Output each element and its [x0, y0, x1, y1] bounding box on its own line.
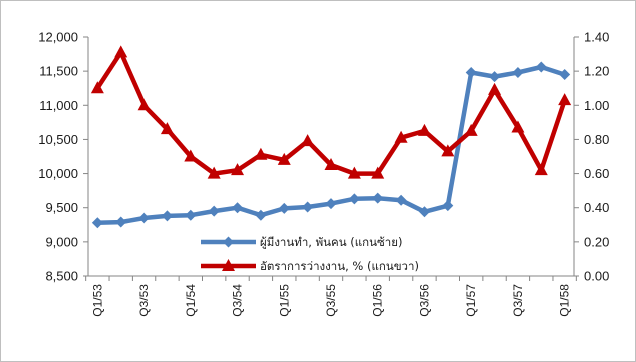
right-tick-label: 0.00 [584, 269, 609, 284]
series-2-point [231, 163, 245, 176]
series-1-point [138, 212, 150, 224]
right-axis-ticks: 0.00 0.20 0.40 0.60 0.80 1.00 1.20 1.40 [574, 30, 609, 284]
right-tick-label: 0.80 [584, 132, 609, 147]
x-axis-ticks: Q1/53 Q3/53 Q1/54 Q3/54 Q1/55 Q3/55 Q1/56 Q3/56… [85, 276, 577, 317]
series-1-point [512, 67, 524, 79]
left-tick-label: 9,000 [45, 234, 78, 249]
x-tick-label: Q3/55 [324, 284, 338, 317]
right-tick-label: 1.00 [584, 98, 609, 113]
right-tick-label: 1.40 [584, 30, 609, 45]
left-tick-label: 11,000 [39, 98, 78, 113]
series-1-point [372, 192, 384, 204]
left-tick-label: 9,500 [45, 200, 78, 215]
left-axis-ticks: 8,500 9,000 9,500 10,000 10,500 11,000 11,500 1… [38, 30, 88, 284]
left-tick-label: 10,000 [38, 166, 78, 181]
series-2-point [301, 134, 315, 147]
series-lines [90, 45, 572, 229]
left-tick-label: 10,500 [38, 132, 78, 147]
x-tick-label: Q1/55 [277, 284, 291, 317]
series-2-point [324, 158, 338, 171]
series-2-point [394, 130, 408, 143]
series-1-point [348, 193, 360, 205]
series-2-point [114, 45, 128, 58]
legend: ผู้มีงานทำ, พันคน (แกนซ้าย) อัตราการว่างง… [201, 235, 419, 273]
series-1-point [418, 206, 430, 218]
series-2-line [95, 50, 567, 176]
x-tick-label: Q1/54 [184, 284, 198, 317]
x-tick-label: Q1/53 [90, 284, 104, 317]
series-1-point [161, 210, 173, 222]
x-tick-label: Q3/56 [417, 284, 431, 317]
right-tick-label: 0.20 [584, 234, 609, 249]
series-1-point [208, 205, 220, 217]
series-2-point [347, 166, 361, 179]
series-2-point [90, 81, 104, 94]
series-1-point [232, 202, 244, 214]
series-2-point [184, 149, 198, 162]
x-tick-label: Q3/54 [231, 284, 245, 317]
series-1-point [91, 217, 103, 229]
legend-label: อัตราการว่างงาน, % (แกนขวา) [260, 259, 419, 273]
series-2-point [417, 123, 431, 136]
legend-swatch-marker [223, 236, 234, 248]
series-2-point [488, 82, 502, 95]
series-1-point [185, 209, 197, 221]
series-1-point [559, 69, 571, 81]
right-tick-label: 1.20 [584, 64, 609, 79]
series-1-point [465, 67, 477, 79]
legend-swatch-marker [222, 259, 235, 271]
series-2-point [441, 144, 455, 157]
series-1-point [442, 200, 454, 212]
series-1-point [302, 201, 314, 213]
left-tick-label: 12,000 [38, 30, 78, 45]
series-1-point [535, 61, 547, 73]
left-tick-label: 11,500 [39, 64, 78, 79]
series-1-point [115, 216, 127, 228]
series-2-point [207, 166, 221, 179]
series-1-point [395, 194, 407, 206]
right-tick-label: 0.60 [584, 166, 609, 181]
left-tick-label: 8,500 [45, 269, 78, 284]
series-2-point [254, 147, 268, 160]
series-1-point [325, 198, 337, 210]
series-2-point [558, 93, 572, 106]
series-1-point [255, 209, 267, 221]
x-tick-label: Q1/58 [558, 284, 572, 317]
series-2-point [464, 123, 478, 136]
right-tick-label: 0.40 [584, 200, 609, 215]
series-1-point [489, 71, 501, 83]
series-2-point [160, 122, 174, 135]
series-1-point [278, 202, 290, 214]
x-tick-label: Q3/53 [137, 284, 151, 317]
axes [87, 37, 575, 277]
series-2-point [511, 120, 525, 133]
series-2-point [137, 98, 151, 111]
series-2-point [277, 152, 291, 165]
series-2-point [534, 163, 548, 176]
legend-label: ผู้มีงานทำ, พันคน (แกนซ้าย) [260, 235, 402, 249]
series-2-point [371, 166, 385, 179]
x-tick-label: Q1/57 [464, 284, 478, 317]
x-tick-label: Q1/56 [371, 284, 385, 317]
x-tick-label: Q3/57 [511, 284, 525, 317]
